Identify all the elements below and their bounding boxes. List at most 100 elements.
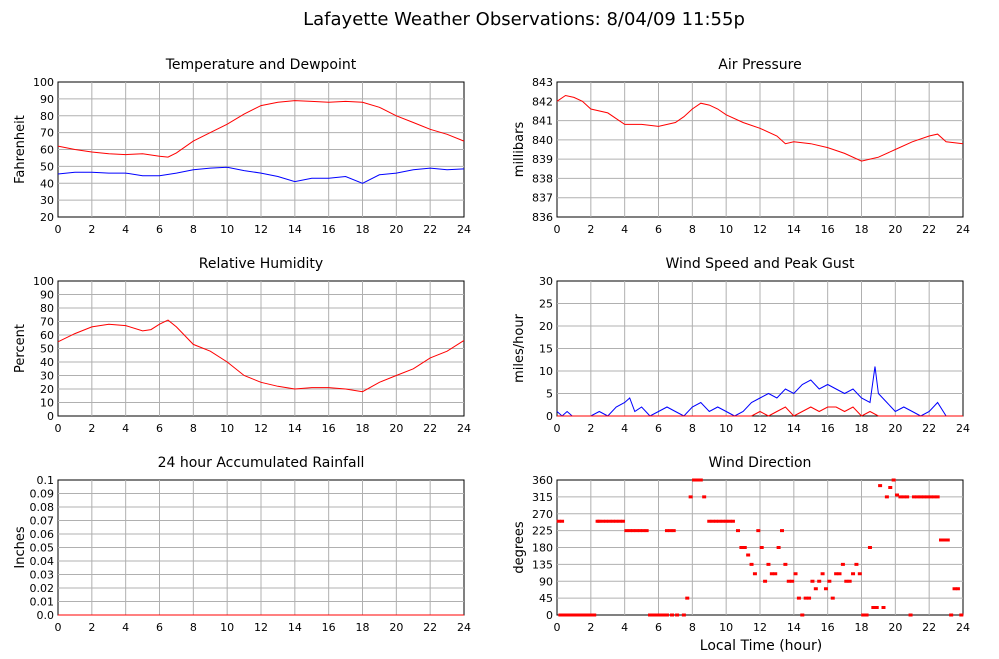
chart-panels: 0 2 4 6 8 10 12 14 16 18 20 22 242030405060708090100… xyxy=(13,57,970,634)
wind-title: Wind Speed and Peak Gust xyxy=(666,256,855,272)
dir-point xyxy=(867,546,872,549)
dir-point xyxy=(898,495,903,499)
dir-point xyxy=(702,495,707,499)
dir-point xyxy=(614,519,619,523)
dir-point xyxy=(922,495,927,499)
temp-x-tick-label: 12 xyxy=(254,223,268,236)
wind-y-tick-label: 0 xyxy=(546,410,553,423)
press-y-tick-label: 841 xyxy=(532,115,553,128)
dir-point xyxy=(692,478,697,482)
temp-y-tick-label: 40 xyxy=(40,177,54,190)
press-x-tick-label: 20 xyxy=(888,223,902,236)
temp-y-tick-label: 70 xyxy=(40,127,54,140)
dir-point xyxy=(955,587,960,591)
temp-x-tick-label: 24 xyxy=(457,223,471,236)
dir-point xyxy=(578,613,583,617)
temp-chart: 0 2 4 6 8 10 12 14 16 18 20 22 242030405060708090100… xyxy=(13,57,471,236)
press-y-tick-label: 838 xyxy=(532,172,553,185)
dir-x-tick-label: 14 xyxy=(787,621,801,634)
temp-x-tick-label: 20 xyxy=(389,223,403,236)
dir-y-tick-label: 360 xyxy=(532,474,553,487)
dir-chart: 0 2 4 6 8 10 12 14 16 18 20 22 240459013518022527031… xyxy=(512,455,970,634)
dir-point xyxy=(817,579,822,583)
temp-y-tick-label: 30 xyxy=(40,194,54,207)
rh-y-tick-label: 40 xyxy=(40,356,54,369)
rh-y-tick-label: 50 xyxy=(40,343,54,356)
rain-y-tick-label: 0.06 xyxy=(30,528,55,541)
dir-point xyxy=(560,519,565,523)
temp-y-tick-label: 50 xyxy=(40,160,54,173)
dir-point xyxy=(874,606,879,609)
temp-x-tick-label: 4 xyxy=(122,223,129,236)
dir-x-tick-label: 10 xyxy=(719,621,733,634)
dir-point xyxy=(820,572,825,576)
rain-x-tick-label: 22 xyxy=(423,621,437,634)
wind-x-tick-label: 10 xyxy=(719,422,733,435)
dir-point xyxy=(888,486,893,489)
rain-x-tick-label: 6 xyxy=(156,621,163,634)
press-x-tick-label: 0 xyxy=(554,223,561,236)
dir-point xyxy=(556,519,561,523)
dir-point xyxy=(939,538,944,542)
wind-x-tick-label: 18 xyxy=(855,422,869,435)
dir-point xyxy=(730,519,735,523)
dir-point xyxy=(807,596,812,600)
temp-x-tick-label: 8 xyxy=(190,223,197,236)
rh-chart: 0 2 4 6 8 10 12 14 16 18 20 22 240102030405060708090… xyxy=(13,256,471,435)
press-x-tick-label: 16 xyxy=(821,223,835,236)
dir-point xyxy=(607,519,612,523)
rh-series-0-line xyxy=(57,319,465,393)
dir-point xyxy=(558,613,563,617)
dir-y-tick-label: 90 xyxy=(539,575,553,588)
dir-point xyxy=(651,613,656,617)
rain-y-tick-label: 0.03 xyxy=(30,569,55,582)
temp-x-tick-label: 22 xyxy=(423,223,437,236)
dir-point xyxy=(720,519,725,523)
rain-x-tick-label: 16 xyxy=(322,621,336,634)
rh-x-tick-label: 18 xyxy=(356,422,370,435)
dir-point xyxy=(763,579,768,583)
rh-x-tick-label: 16 xyxy=(322,422,336,435)
rain-x-tick-label: 0 xyxy=(55,621,62,634)
dir-point xyxy=(742,546,747,549)
dir-y-tick-label: 270 xyxy=(532,508,553,521)
dir-x-tick-label: 2 xyxy=(587,621,594,634)
dir-point xyxy=(714,519,719,523)
rh-x-tick-label: 6 xyxy=(156,422,163,435)
wind-x-tick-label: 22 xyxy=(922,422,936,435)
rh-title: Relative Humidity xyxy=(199,256,323,272)
dir-point xyxy=(654,613,659,617)
rain-x-tick-label: 2 xyxy=(88,621,95,634)
dir-y-tick-label: 45 xyxy=(539,592,553,605)
dir-point xyxy=(783,562,788,566)
rh-x-tick-label: 4 xyxy=(122,422,129,435)
dir-y-tick-label: 135 xyxy=(532,558,553,571)
dir-point xyxy=(881,606,886,609)
dir-point xyxy=(695,478,700,482)
dir-point xyxy=(901,495,906,499)
dir-x-tick-label: 6 xyxy=(655,621,662,634)
press-x-tick-label: 18 xyxy=(855,223,869,236)
press-x-tick-label: 12 xyxy=(753,223,767,236)
press-x-tick-label: 6 xyxy=(655,223,662,236)
dir-point xyxy=(604,519,609,523)
wind-x-tick-label: 20 xyxy=(888,422,902,435)
wind-x-tick-label: 8 xyxy=(689,422,696,435)
temp-y-tick-label: 20 xyxy=(40,211,54,224)
dir-point xyxy=(739,546,744,549)
temp-x-tick-label: 18 xyxy=(356,223,370,236)
dir-x-tick-label: 0 xyxy=(554,621,561,634)
wind-y-tick-label: 20 xyxy=(539,320,553,333)
dir-point xyxy=(637,529,642,533)
dir-point xyxy=(942,538,947,542)
press-x-tick-label: 4 xyxy=(621,223,628,236)
dir-point xyxy=(908,613,913,617)
press-title: Air Pressure xyxy=(718,57,801,73)
dir-x-tick-label: 4 xyxy=(621,621,628,634)
rain-y-tick-label: 0.0 xyxy=(37,609,55,622)
rain-y-tick-label: 0.05 xyxy=(30,542,55,555)
press-x-tick-label: 22 xyxy=(922,223,936,236)
dir-point xyxy=(736,529,741,533)
dir-point xyxy=(871,606,876,609)
wind-x-tick-label: 0 xyxy=(554,422,561,435)
